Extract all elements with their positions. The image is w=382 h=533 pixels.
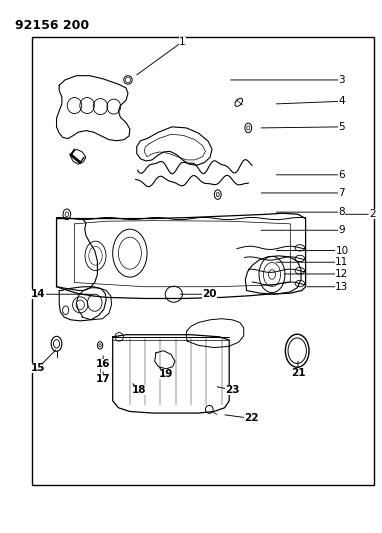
Text: 20: 20 [202,289,217,299]
Text: 5: 5 [338,122,345,132]
Text: 22: 22 [244,414,259,423]
Text: 4: 4 [338,96,345,106]
Text: 2: 2 [369,209,376,219]
Text: 19: 19 [159,369,173,379]
Text: 17: 17 [96,375,110,384]
Text: 12: 12 [335,269,348,279]
Text: 8: 8 [338,207,345,217]
Text: 92156 200: 92156 200 [15,19,89,31]
Text: 23: 23 [225,385,240,395]
Text: 13: 13 [335,282,348,292]
Text: 14: 14 [31,289,45,299]
Text: 10: 10 [335,246,348,255]
Text: 18: 18 [132,385,147,395]
Text: 9: 9 [338,225,345,235]
Text: 3: 3 [338,75,345,85]
Text: 6: 6 [338,170,345,180]
Text: 21: 21 [291,368,305,378]
Text: 16: 16 [96,359,110,368]
Text: 1: 1 [179,37,186,46]
Text: 15: 15 [31,363,45,373]
Text: 7: 7 [338,188,345,198]
Bar [32,37,374,485]
Text: 11: 11 [335,257,348,267]
